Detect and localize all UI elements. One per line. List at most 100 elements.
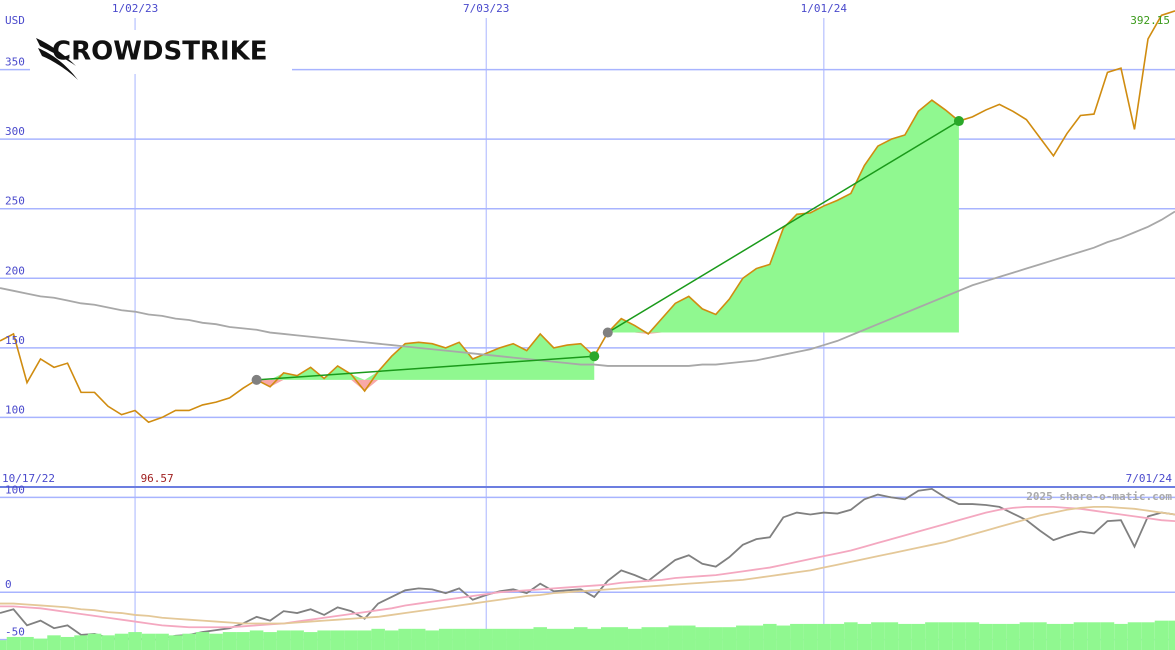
volume-bar (155, 633, 169, 650)
volume-bar (533, 627, 547, 650)
volume-bar (290, 630, 304, 650)
series-line (0, 210, 1175, 367)
series-line (0, 10, 1175, 424)
volume-bar (668, 625, 683, 650)
last-label: 392.15 (1130, 14, 1170, 27)
min-label: 96.57 (141, 472, 174, 485)
y-tick-label: 150 (5, 334, 25, 347)
logo-box (30, 30, 292, 74)
y-tick-label: -50 (5, 626, 25, 639)
exit-marker (589, 351, 600, 362)
volume-bar (303, 632, 318, 650)
x-tick-label: 1/01/24 (801, 2, 848, 15)
volume-bar (1114, 623, 1128, 650)
volume-bar (722, 627, 737, 650)
logo-icon (36, 38, 78, 80)
volume-bar (1060, 623, 1074, 650)
volume-bar (114, 633, 129, 650)
volume-bar (519, 628, 534, 650)
volume-bar (695, 627, 710, 650)
series-line (0, 506, 1175, 629)
volume-bar (20, 636, 34, 650)
volume-bar (317, 630, 331, 650)
volume-bar (925, 622, 939, 650)
volume-bar (1141, 622, 1155, 650)
entry-marker (251, 374, 262, 385)
volume-bar (236, 632, 250, 650)
volume-bar (1127, 622, 1142, 650)
volume-bar (776, 625, 791, 650)
volume-bar (641, 627, 656, 650)
volume-bar (209, 633, 223, 650)
volume-bar (276, 630, 291, 650)
volume-bar (898, 623, 912, 650)
volume-bar (0, 640, 7, 650)
exit-marker (953, 116, 964, 127)
volume-bar (817, 623, 831, 650)
volume-bar (168, 635, 183, 650)
volume-bar (938, 622, 953, 650)
volume-bar (655, 627, 669, 650)
volume-bar (398, 628, 412, 650)
volume-bar (682, 625, 696, 650)
volume-bar (195, 632, 210, 650)
volume-bar (614, 627, 629, 650)
volume-bar (992, 623, 1007, 650)
gain-area (607, 100, 959, 333)
y-tick-label: 300 (5, 125, 25, 138)
x-tick-label: 1/02/23 (112, 2, 158, 15)
volume-bar (587, 628, 602, 650)
loss-area (607, 332, 959, 334)
volume-bar (438, 628, 453, 650)
volume-bar (506, 628, 520, 650)
volume-bar (709, 627, 723, 650)
volume-bar (1073, 622, 1088, 650)
volume-bar (182, 633, 196, 650)
volume-bar (249, 630, 264, 650)
y-tick-label: 250 (5, 195, 25, 208)
volume-bar (87, 633, 102, 650)
volume-bar (546, 628, 561, 650)
volume-bar (330, 630, 345, 650)
volume-bar (425, 630, 439, 650)
y-tick-label: 0 (5, 578, 12, 591)
volume-bar (33, 638, 48, 650)
currency: USD (5, 14, 25, 27)
volume-bar (47, 635, 61, 650)
volume-bar (101, 635, 115, 650)
volume-bar (573, 627, 588, 650)
trend-line (256, 355, 595, 381)
volume-bar (965, 622, 980, 650)
volume-bar (1046, 623, 1061, 650)
volume-bar (803, 623, 818, 650)
volume-bar (763, 623, 777, 650)
volume-bar (141, 633, 156, 650)
x-tick-label: 7/03/23 (463, 2, 509, 15)
volume-bar (1154, 620, 1169, 650)
y-tick-label: 200 (5, 264, 25, 277)
volume-bar (492, 628, 507, 650)
volume-bar (344, 630, 358, 650)
series-line (0, 487, 1175, 642)
volume-bar (952, 622, 966, 650)
volume-bar (60, 636, 75, 650)
volume-bar (371, 628, 385, 650)
volume-bar (74, 635, 88, 650)
range-start: 10/17/22 (2, 472, 55, 485)
volume-bar (222, 632, 237, 650)
volume-bar (6, 636, 21, 650)
volume-bar (479, 628, 493, 650)
volume-bar (790, 623, 804, 650)
volume-bar (911, 623, 926, 650)
volume-bar (628, 628, 642, 650)
volume-bar (465, 628, 480, 650)
volume-bar (263, 632, 277, 650)
volume-bar (452, 628, 466, 650)
volume-bar (128, 632, 142, 650)
volume-bar (357, 630, 372, 650)
range-end: 7/01/24 (1126, 472, 1173, 485)
logo-text: CROWDSTRIKE (52, 37, 268, 67)
volume-bar (830, 623, 845, 650)
